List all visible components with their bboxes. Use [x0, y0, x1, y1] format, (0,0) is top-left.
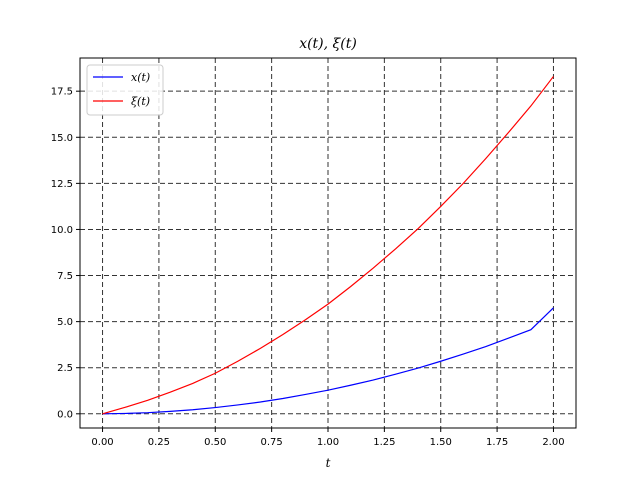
plot-lines	[102, 76, 554, 415]
legend-label-x: x(t)	[131, 71, 150, 84]
y-tick-label: 10.0	[51, 225, 73, 236]
chart-title: x(t), ξ(t)	[299, 36, 357, 52]
legend-box	[86, 64, 164, 116]
legend: x(t) ξ(t)	[86, 64, 164, 116]
x-tick-label: 0.25	[148, 437, 170, 448]
y-tick-label: 12.5	[51, 179, 73, 190]
grid	[80, 58, 576, 428]
x-axis-ticks: 0.00 0.25 0.50 0.75 1.00 1.25 1.50 1.75 2.00	[91, 428, 565, 448]
y-tick-label: 7.5	[57, 271, 73, 282]
x-tick-label: 1.25	[373, 437, 395, 448]
x-tick-label: 0.50	[204, 437, 226, 448]
y-tick-label: 2.5	[57, 363, 73, 374]
legend-label-xi: ξ(t)	[131, 95, 150, 108]
y-axis-ticks: 0.0 2.5 5.0 7.5 10.0 12.5 15.0 17.5	[51, 87, 80, 420]
x-tick-label: 1.50	[430, 437, 452, 448]
y-tick-label: 17.5	[51, 87, 73, 98]
x-tick-label: 2.00	[542, 437, 564, 448]
x-tick-label: 0.75	[261, 437, 283, 448]
x-tick-label: 1.75	[486, 437, 508, 448]
series-line-1	[102, 76, 554, 415]
y-tick-label: 5.0	[57, 317, 73, 328]
x-tick-label: 0.00	[91, 437, 113, 448]
y-tick-label: 0.0	[57, 409, 73, 420]
series-line-0	[102, 307, 554, 415]
y-tick-label: 15.0	[51, 133, 73, 144]
x-axis-label: t	[326, 456, 331, 470]
x-tick-label: 1.00	[317, 437, 339, 448]
